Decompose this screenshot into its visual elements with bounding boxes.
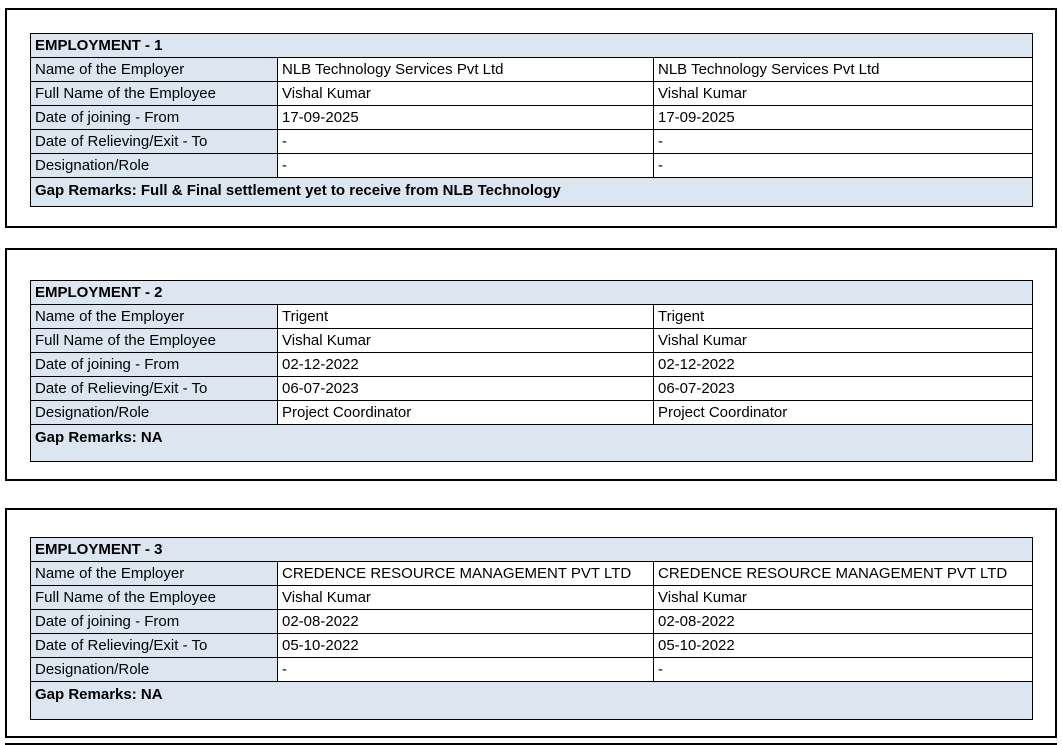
row-label: Designation/Role (30, 400, 278, 425)
table-header-row: EMPLOYMENT - 1 (30, 33, 1033, 58)
row-value: Project Coordinator (653, 400, 1033, 425)
row-value: Vishal Kumar (277, 328, 654, 353)
row-value: 17-09-2025 (653, 105, 1033, 130)
gap-remarks-row: Gap Remarks: NA (30, 424, 1033, 462)
table-row: Date of Relieving/Exit - To 06-07-2023 0… (30, 376, 1033, 401)
row-value: - (653, 129, 1033, 154)
row-label: Full Name of the Employee (30, 81, 278, 106)
row-value: Trigent (653, 304, 1033, 329)
table-row: Full Name of the Employee Vishal Kumar V… (30, 328, 1033, 353)
employment-3-table: EMPLOYMENT - 3 Name of the Employer CRED… (30, 537, 1033, 720)
table-header-row: EMPLOYMENT - 3 (30, 537, 1033, 562)
row-value: 05-10-2022 (277, 633, 654, 658)
table-header-row: EMPLOYMENT - 2 (30, 280, 1033, 305)
row-label: Date of joining - From (30, 609, 278, 634)
row-value: CREDENCE RESOURCE MANAGEMENT PVT LTD (277, 561, 654, 586)
row-value: 05-10-2022 (653, 633, 1033, 658)
row-label: Full Name of the Employee (30, 585, 278, 610)
row-value: 02-12-2022 (653, 352, 1033, 377)
employment-1-table: EMPLOYMENT - 1 Name of the Employer NLB … (30, 33, 1033, 207)
employment-1-title: EMPLOYMENT - 1 (30, 33, 1033, 58)
row-value: 17-09-2025 (277, 105, 654, 130)
table-row: Full Name of the Employee Vishal Kumar V… (30, 585, 1033, 610)
row-value: 06-07-2023 (653, 376, 1033, 401)
row-value: CREDENCE RESOURCE MANAGEMENT PVT LTD (653, 561, 1033, 586)
table-row: Date of joining - From 02-12-2022 02-12-… (30, 352, 1033, 377)
gap-remarks: Gap Remarks: NA (30, 424, 1033, 462)
table-row: Designation/Role - - (30, 657, 1033, 682)
employment-1-section: EMPLOYMENT - 1 Name of the Employer NLB … (5, 8, 1057, 228)
employment-2-title: EMPLOYMENT - 2 (30, 280, 1033, 305)
table-row: Name of the Employer CREDENCE RESOURCE M… (30, 561, 1033, 586)
row-value: 06-07-2023 (277, 376, 654, 401)
row-label: Name of the Employer (30, 561, 278, 586)
row-label: Name of the Employer (30, 304, 278, 329)
row-value: Vishal Kumar (653, 81, 1033, 106)
table-row: Name of the Employer NLB Technology Serv… (30, 57, 1033, 82)
row-label: Date of joining - From (30, 105, 278, 130)
row-label: Date of Relieving/Exit - To (30, 633, 278, 658)
row-label: Date of Relieving/Exit - To (30, 129, 278, 154)
row-value: Vishal Kumar (277, 81, 654, 106)
table-row: Full Name of the Employee Vishal Kumar V… (30, 81, 1033, 106)
row-label: Date of Relieving/Exit - To (30, 376, 278, 401)
row-value: Vishal Kumar (277, 585, 654, 610)
gap-remarks: Gap Remarks: NA (30, 681, 1033, 720)
employment-3-section: EMPLOYMENT - 3 Name of the Employer CRED… (5, 508, 1057, 738)
table-row: Designation/Role Project Coordinator Pro… (30, 400, 1033, 425)
table-row: Date of joining - From 02-08-2022 02-08-… (30, 609, 1033, 634)
row-value: Vishal Kumar (653, 328, 1033, 353)
row-label: Designation/Role (30, 657, 278, 682)
row-label: Date of joining - From (30, 352, 278, 377)
row-label: Designation/Role (30, 153, 278, 178)
row-label: Name of the Employer (30, 57, 278, 82)
row-value: - (653, 657, 1033, 682)
gap-remarks-row: Gap Remarks: Full & Final settlement yet… (30, 177, 1033, 207)
row-value: 02-08-2022 (277, 609, 654, 634)
table-row: Designation/Role - - (30, 153, 1033, 178)
next-section-top-border (5, 743, 1057, 745)
row-value: Project Coordinator (277, 400, 654, 425)
row-value: Vishal Kumar (653, 585, 1033, 610)
employment-2-section: EMPLOYMENT - 2 Name of the Employer Trig… (5, 248, 1057, 481)
row-value: NLB Technology Services Pvt Ltd (277, 57, 654, 82)
table-row: Name of the Employer Trigent Trigent (30, 304, 1033, 329)
row-value: - (277, 153, 654, 178)
table-row: Date of Relieving/Exit - To - - (30, 129, 1033, 154)
row-value: 02-08-2022 (653, 609, 1033, 634)
row-value: - (277, 657, 654, 682)
employment-2-table: EMPLOYMENT - 2 Name of the Employer Trig… (30, 280, 1033, 462)
table-row: Date of Relieving/Exit - To 05-10-2022 0… (30, 633, 1033, 658)
row-value: Trigent (277, 304, 654, 329)
row-value: NLB Technology Services Pvt Ltd (653, 57, 1033, 82)
table-row: Date of joining - From 17-09-2025 17-09-… (30, 105, 1033, 130)
row-value: 02-12-2022 (277, 352, 654, 377)
gap-remarks-row: Gap Remarks: NA (30, 681, 1033, 720)
row-value: - (277, 129, 654, 154)
row-label: Full Name of the Employee (30, 328, 278, 353)
gap-remarks: Gap Remarks: Full & Final settlement yet… (30, 177, 1033, 207)
row-value: - (653, 153, 1033, 178)
employment-3-title: EMPLOYMENT - 3 (30, 537, 1033, 562)
